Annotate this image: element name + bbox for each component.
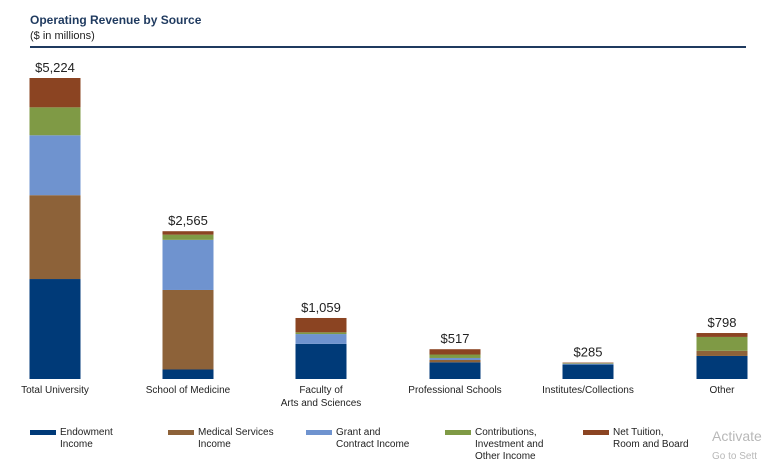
bar-total-label: $2,565 — [168, 213, 208, 228]
category-label: Other — [709, 385, 735, 396]
legend-swatch — [30, 430, 56, 435]
bar-total-label: $5,224 — [35, 60, 75, 75]
chart-subtitle: ($ in millions) — [30, 30, 95, 42]
stacked-bar-chart: $5,224 Total University $2,565 School of Me… — [21, 60, 748, 409]
legend-label: Contributions, Investment and Other Inco… — [475, 427, 544, 462]
bar-total-label: $798 — [708, 315, 737, 330]
bar-segment-1-1 — [162, 289, 214, 370]
legend-label: Grant and Contract Income — [336, 427, 410, 450]
bar-segment-1-0 — [162, 369, 214, 379]
bar-segment-5-1 — [696, 350, 748, 356]
legend-swatch — [168, 430, 194, 435]
bar-segment-1-4 — [162, 231, 214, 235]
bar-segment-0-2 — [29, 135, 81, 196]
bar-segment-0-3 — [29, 107, 81, 136]
watermark-text: Activate — [712, 428, 762, 444]
bar-segment-1-3 — [162, 234, 214, 240]
legend-swatch — [306, 430, 332, 435]
bar-total-label: $285 — [574, 345, 603, 360]
legend-item: Grant and Contract Income — [306, 427, 409, 451]
bar-segment-0-0 — [29, 279, 81, 379]
bar-segment-2-3 — [295, 332, 347, 335]
bar-segment-1-2 — [162, 239, 214, 290]
bar-segment-3-3 — [429, 354, 481, 358]
chart-title: Operating Revenue by Source — [30, 13, 202, 27]
legend-item: Medical Services Income — [168, 427, 274, 451]
bar-total-label: $1,059 — [301, 300, 341, 315]
category-label: Institutes/Collections — [542, 385, 634, 396]
legend-item: Endowment Income — [30, 427, 113, 451]
bar-segment-3-2 — [429, 357, 481, 360]
bar-segment-2-0 — [295, 343, 347, 379]
category-label: Arts and Sciences — [281, 398, 362, 409]
bar-segment-3-0 — [429, 362, 481, 379]
bar-segment-4-3 — [562, 363, 614, 364]
bar-segment-5-0 — [696, 355, 748, 379]
bar-segment-4-4 — [562, 362, 614, 364]
title-rule — [30, 46, 746, 48]
category-label: Faculty of — [299, 385, 343, 396]
bar-total-label: $517 — [441, 331, 470, 346]
bar-segment-0-4 — [29, 78, 81, 108]
bar-segment-0-1 — [29, 195, 81, 280]
legend-item: Net Tuition, Room and Board — [583, 427, 689, 451]
category-label: Total University — [21, 385, 89, 396]
legend-item: Contributions, Investment and Other Inco… — [445, 427, 543, 463]
bar-segment-3-1 — [429, 359, 481, 363]
bar-segment-3-4 — [429, 349, 481, 355]
legend-label: Net Tuition, Room and Board — [613, 427, 689, 450]
legend-label: Endowment Income — [60, 427, 113, 450]
bar-segment-2-4 — [295, 317, 347, 333]
bar-segment-2-2 — [295, 334, 347, 344]
watermark-subtext: Go to Sett — [712, 451, 758, 462]
legend-swatch — [583, 430, 609, 435]
bar-segment-4-0 — [562, 364, 614, 379]
legend-swatch — [445, 430, 471, 435]
category-label: Professional Schools — [408, 385, 501, 396]
bar-segment-5-3 — [696, 336, 748, 351]
legend-label: Medical Services Income — [198, 427, 274, 450]
category-label: School of Medicine — [146, 385, 231, 396]
bar-segment-4-2 — [562, 363, 614, 365]
bar-segment-5-4 — [696, 333, 748, 337]
